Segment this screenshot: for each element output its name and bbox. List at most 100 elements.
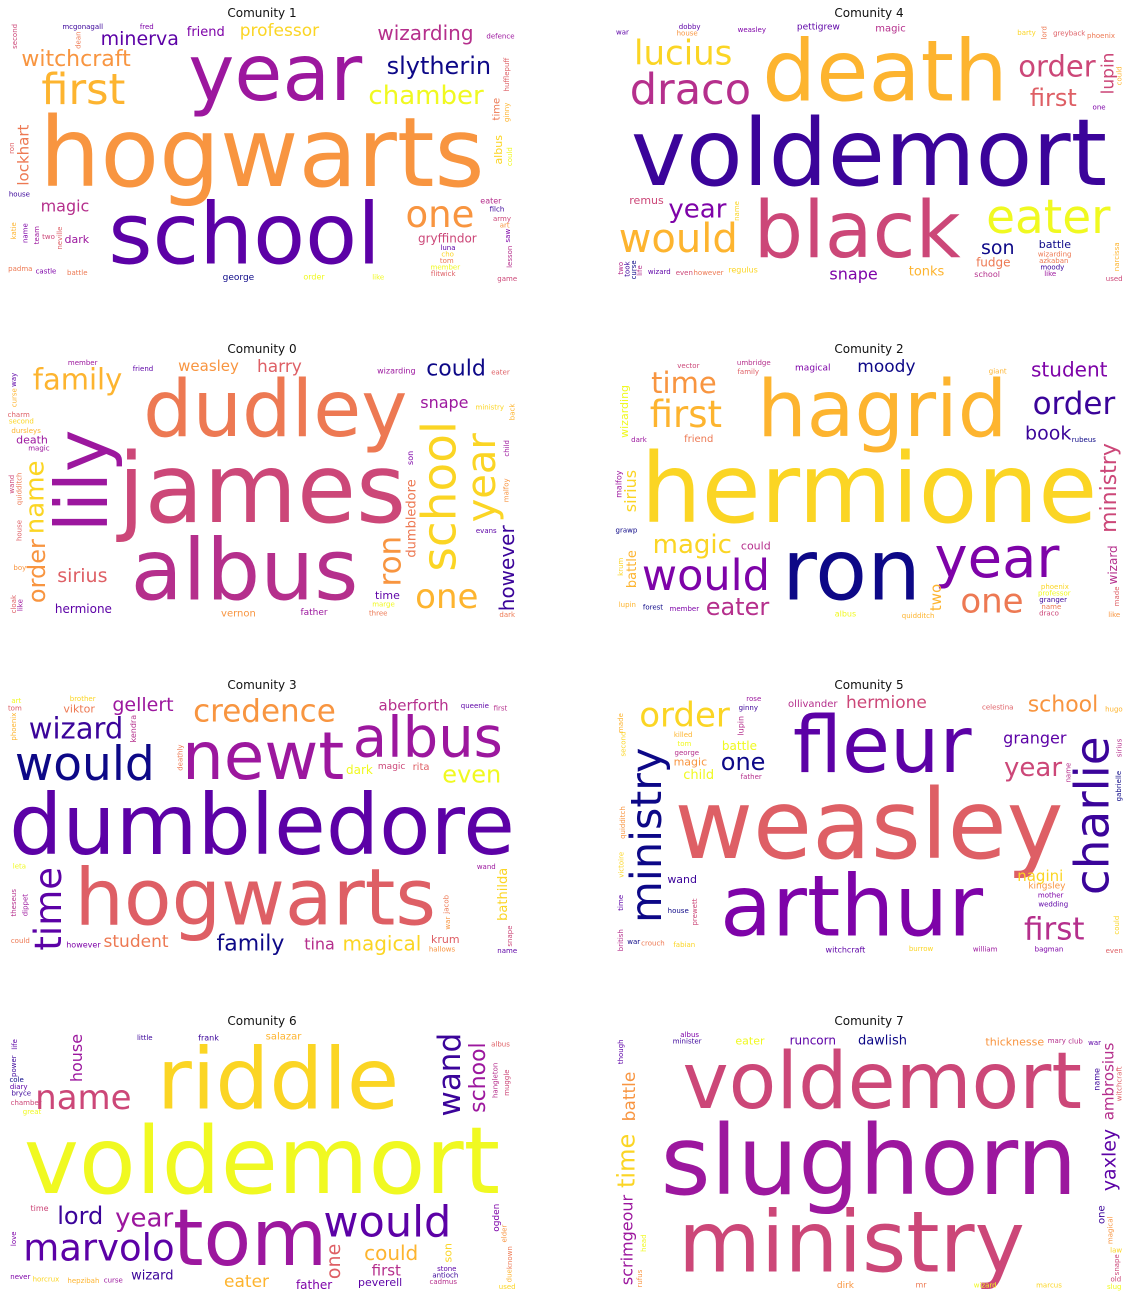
panel-title: Comunity 2 [834,342,904,356]
cloud-word: aberforth [379,697,449,715]
cloud-word: george [675,749,700,757]
cloud-word: voldemort [24,1107,500,1215]
cloud-word: cole [9,1076,23,1084]
cloud-word: name [1065,763,1073,783]
cloud-word: time [27,867,70,951]
cloud-word: though [617,1039,625,1064]
cloud-word: lucius [634,33,732,73]
cloud-word: bryce [11,1089,31,1097]
cloud-word: phoenix [10,713,18,741]
wordcloud-panel: Comunity 5 weasley arthur fleur charlie minis… [614,676,1124,956]
cloud-word: way [10,373,18,387]
cloud-word: son [406,451,415,465]
cloud-word: albus [492,135,505,165]
cloud-word: first [494,705,508,713]
cloud-word: hermione [641,433,1098,545]
cloud-word: mr [916,1281,928,1290]
cloud-word: great [23,1108,42,1116]
cloud-word: charlie [1066,736,1121,895]
cloud-word: battle [67,269,87,277]
cloud-word: dark [346,763,373,777]
cloud-word: wizard [974,1282,997,1290]
cloud-word: minister [673,1037,702,1045]
cloud-word: school [412,421,467,572]
cloud-word: magical [795,364,830,374]
cloud-word: cadmus [430,1278,458,1286]
cloud-word: hangleton [492,1063,500,1098]
cloud-word: newt [182,718,344,795]
cloud-word: tom [677,740,691,748]
cloud-word: malfoy [615,470,624,498]
cloud-word: lily [40,429,124,532]
cloud-word: antioch [432,1272,458,1280]
cloud-word: hagrid [757,365,1007,455]
cloud-word: could [741,539,771,552]
cloud-word: never [10,1273,30,1281]
cloud-word: deathly [177,744,185,770]
cloud-word: witchcraft [1116,1066,1124,1101]
cloud-word: rubeus [1072,436,1097,444]
cloud-word: lupin [737,716,746,736]
cloud-word: greyback [1053,29,1086,37]
cloud-word: professor [1038,590,1071,598]
cloud-word: granger [1003,728,1067,747]
wordcloud-panel: Comunity 2 hermione ron hagrid year would firs… [614,340,1124,620]
cloud-word: order [1033,386,1116,422]
cloud-word: yaxley [1098,1129,1120,1191]
cloud-word: magic [674,755,708,768]
cloud-word: defence [486,33,514,41]
cloud-word: phoenix [1041,583,1069,591]
cloud-word: magic [378,762,405,772]
cloud-word: tom [173,1194,327,1284]
cloud-word: kingsley [1028,882,1066,892]
cloud-word: year [459,433,505,523]
cloud-word: art [500,222,510,230]
cloud-word: hepzibah [67,1277,99,1285]
cloud-word: wand [667,873,697,886]
cloud-word: order [303,273,325,282]
cloud-word: would [642,551,770,601]
cloud-word: scrimgeour [617,1194,636,1285]
cloud-word: father [296,1278,332,1292]
cloud-word: ollivander [788,699,838,710]
cloud-word: child [503,440,511,457]
cloud-word: ron [782,521,921,620]
cloud-word: year [188,29,363,119]
cloud-word: magic [875,24,906,35]
cloud-word: even [442,761,501,789]
cloud-word: one [960,582,1023,620]
cloud-word: family [33,362,123,396]
cloud-word: lockhart [15,124,33,185]
cloud-word: slug [1107,1283,1121,1291]
cloud-word: filch [490,206,505,214]
cloud-word: war [1088,1039,1101,1047]
cloud-word: first [650,393,722,436]
cloud-word: father [300,608,327,618]
cloud-word: riddle [157,1031,399,1130]
cloud-word: name [35,1078,131,1118]
cloud-word: katie [10,222,18,239]
cloud-word: one [323,1244,345,1279]
cloud-word: eater [986,190,1111,245]
cloud-word: father [741,773,762,781]
cloud-word: frank [198,1034,219,1043]
cloud-word: ambrosius [1099,1042,1117,1120]
cloud-word: queenie [461,702,489,710]
cloud-word: art [11,697,21,705]
cloud-word: krum [617,558,625,576]
cloud-word: slughorn [661,1105,1078,1217]
cloud-word: gellert [112,694,173,716]
cloud-word: brother [70,695,96,703]
cloud-word: wand [477,863,496,871]
cloud-word: name [21,460,51,534]
wordcloud-panel: Comunity 0 james albus dudley lily school year… [7,340,517,620]
cloud-word: albus [835,609,856,618]
cloud-word: like [372,274,384,282]
cloud-word: dumbledore [9,776,515,874]
cloud-word: power [10,1055,18,1077]
cloud-word: like [16,599,24,611]
cloud-word: order [1018,50,1095,84]
cloud-word: wizarding [377,22,473,45]
